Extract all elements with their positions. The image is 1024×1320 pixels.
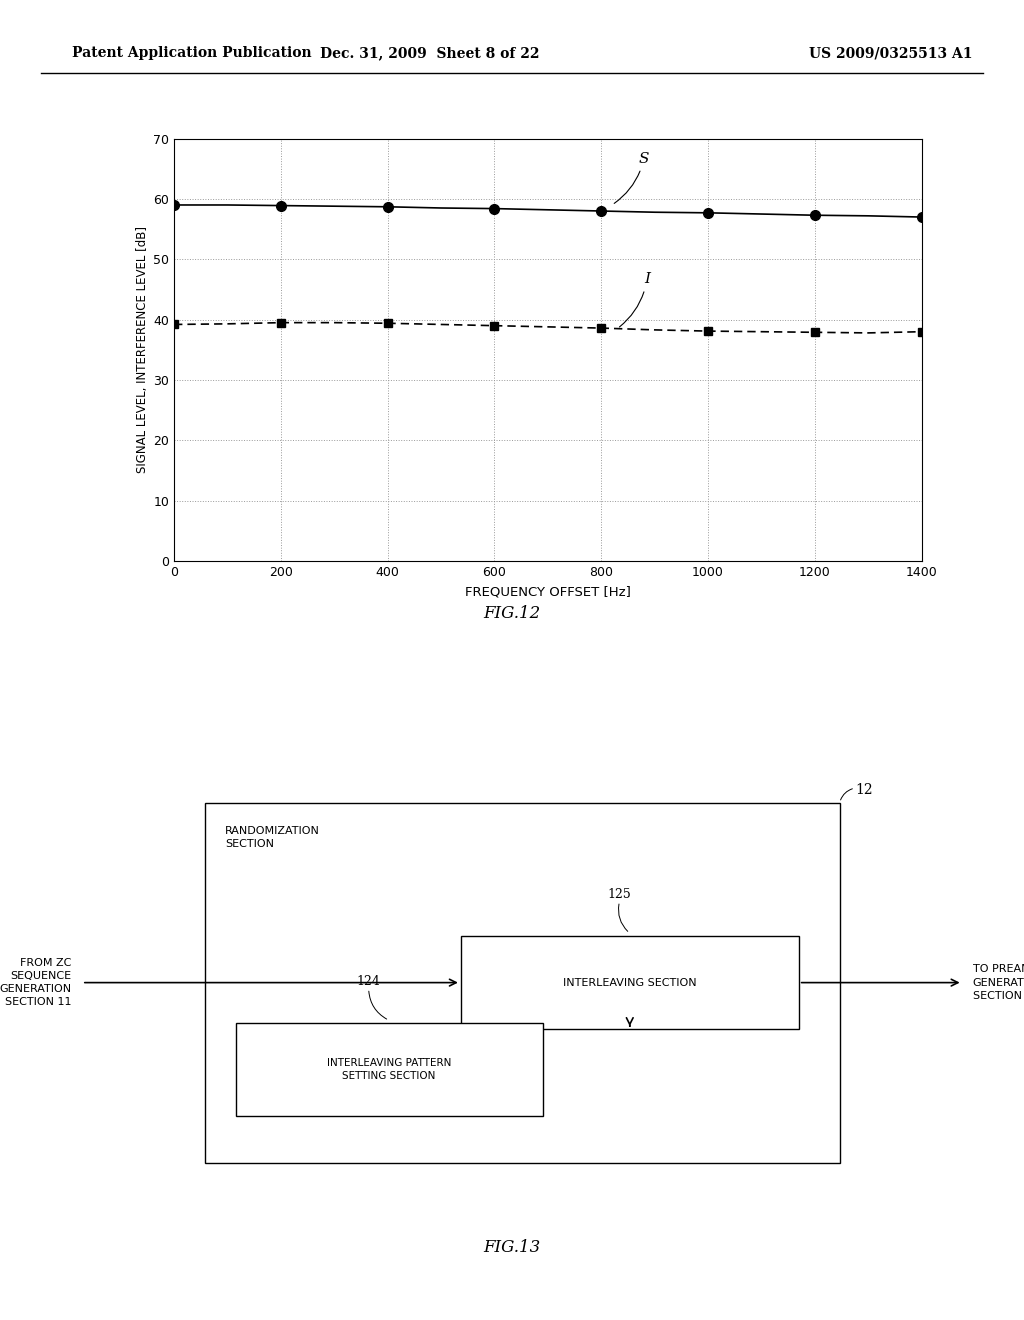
Text: S: S	[614, 152, 649, 203]
Bar	[236, 1023, 543, 1117]
Text: Patent Application Publication: Patent Application Publication	[72, 46, 311, 61]
Text: US 2009/0325513 A1: US 2009/0325513 A1	[809, 46, 973, 61]
Text: 12: 12	[855, 783, 872, 797]
Text: INTERLEAVING SECTION: INTERLEAVING SECTION	[563, 978, 696, 987]
Bar	[461, 936, 799, 1030]
Text: FROM ZC
SEQUENCE
GENERATION
SECTION 11: FROM ZC SEQUENCE GENERATION SECTION 11	[0, 958, 72, 1007]
Y-axis label: SIGNAL LEVEL, INTERFERENCE LEVEL [dB]: SIGNAL LEVEL, INTERFERENCE LEVEL [dB]	[136, 226, 150, 474]
Text: FIG.12: FIG.12	[483, 606, 541, 622]
Text: RANDOMIZATION
SECTION: RANDOMIZATION SECTION	[225, 826, 321, 849]
Text: 125: 125	[607, 888, 632, 902]
Bar	[205, 803, 840, 1163]
X-axis label: FREQUENCY OFFSET [Hz]: FREQUENCY OFFSET [Hz]	[465, 586, 631, 599]
Text: 124: 124	[356, 975, 381, 989]
Text: I: I	[620, 272, 650, 327]
Text: TO PREAMBLE
GENERATION
SECTION 13: TO PREAMBLE GENERATION SECTION 13	[973, 965, 1024, 1001]
Text: Dec. 31, 2009  Sheet 8 of 22: Dec. 31, 2009 Sheet 8 of 22	[321, 46, 540, 61]
Text: FIG.13: FIG.13	[483, 1239, 541, 1255]
Text: INTERLEAVING PATTERN
SETTING SECTION: INTERLEAVING PATTERN SETTING SECTION	[327, 1059, 452, 1081]
